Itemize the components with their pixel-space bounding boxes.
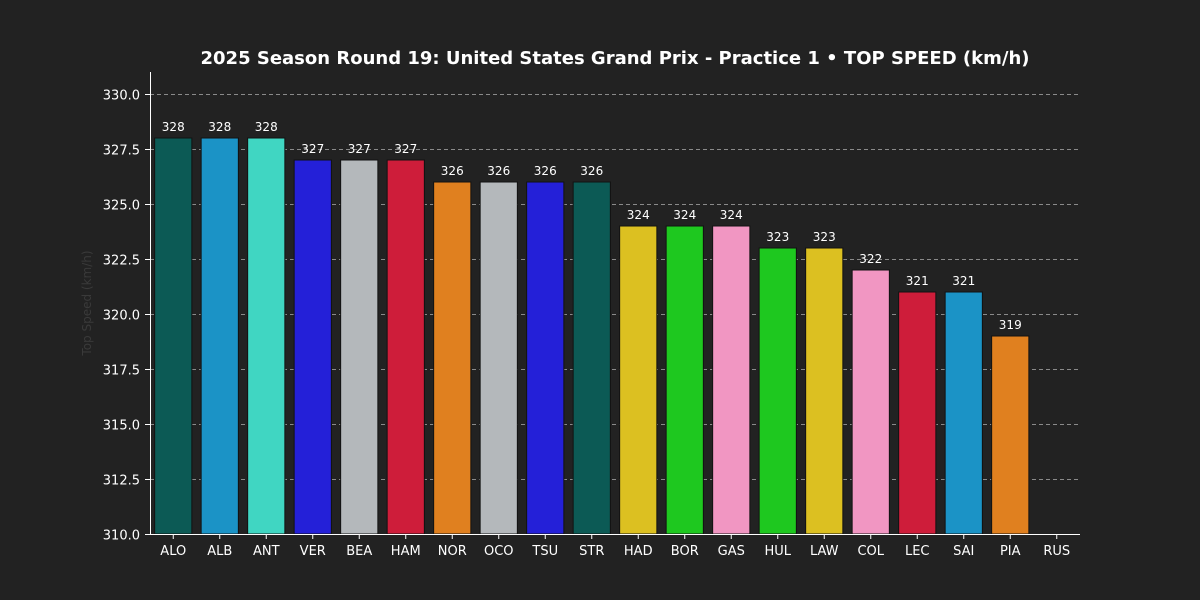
x-tick-label-str: STR xyxy=(579,544,604,559)
y-tick-label: 327.5 xyxy=(103,144,140,159)
bar-ham xyxy=(386,159,425,535)
bar-lec xyxy=(898,291,937,535)
x-tick-label-hul: HUL xyxy=(764,544,791,559)
data-label-alo: 328 xyxy=(162,120,185,134)
x-tick-label-tsu: TSU xyxy=(531,544,558,559)
x-tick-label-alo: ALO xyxy=(160,544,186,559)
bar-bea xyxy=(340,159,379,535)
bar-bor xyxy=(665,225,704,535)
x-tick-label-alb: ALB xyxy=(207,544,232,559)
x-tick-label-oco: OCO xyxy=(484,544,514,559)
bar-pia xyxy=(991,335,1030,535)
data-label-sai: 321 xyxy=(952,274,975,288)
y-tick-labels: 310.0 312.5 315.0 317.5 320.0 322.5 325.0 327.5… xyxy=(103,89,150,544)
data-label-oco: 326 xyxy=(487,164,510,178)
data-label-lec: 321 xyxy=(906,274,929,288)
y-tick-label: 312.5 xyxy=(103,474,140,489)
data-label-bor: 324 xyxy=(673,208,696,222)
data-label-nor: 326 xyxy=(441,164,464,178)
x-tick-label-sai: SAI xyxy=(953,544,974,559)
x-tick-label-had: HAD xyxy=(624,544,653,559)
y-tick-label: 315.0 xyxy=(103,419,140,434)
y-axis-label: Top Speed (km/h) xyxy=(80,250,94,356)
data-label-ver: 327 xyxy=(301,142,324,156)
x-tick-label-bea: BEA xyxy=(346,544,372,559)
bar-ant xyxy=(247,137,286,535)
bar-str xyxy=(572,181,611,535)
y-tick-label: 330.0 xyxy=(103,89,140,104)
data-label-bea: 327 xyxy=(348,142,371,156)
bar-law xyxy=(805,247,844,535)
x-tick-label-ant: ANT xyxy=(253,544,280,559)
bar-oco xyxy=(479,181,518,535)
x-tick-label-gas: GAS xyxy=(718,544,745,559)
bar-hul xyxy=(758,247,797,535)
data-label-gas: 324 xyxy=(720,208,743,222)
y-tick-label: 322.5 xyxy=(103,254,140,269)
data-labels: 328 328 328 327 327 327 326 326 326 326 324 324 324 3… xyxy=(162,120,1022,332)
chart-title: 2025 Season Round 19: United States Gran… xyxy=(201,48,1030,69)
y-tick-label: 325.0 xyxy=(103,199,140,214)
x-tick-label-lec: LEC xyxy=(905,544,930,559)
x-tick-label-ham: HAM xyxy=(391,544,421,559)
data-label-ant: 328 xyxy=(255,120,278,134)
x-tick-label-col: COL xyxy=(857,544,884,559)
y-tick-label: 310.0 xyxy=(103,529,140,544)
data-label-hul: 323 xyxy=(766,230,789,244)
bar-tsu xyxy=(526,181,565,535)
bar-gas xyxy=(712,225,751,535)
data-label-col: 322 xyxy=(859,252,882,266)
bar-alb xyxy=(200,137,239,535)
data-label-str: 326 xyxy=(580,164,603,178)
data-label-law: 323 xyxy=(813,230,836,244)
data-label-had: 324 xyxy=(627,208,650,222)
bar-ver xyxy=(293,159,332,535)
y-tick-label: 317.5 xyxy=(103,364,140,379)
bar-alo xyxy=(154,137,193,535)
x-tick-label-ver: VER xyxy=(300,544,326,559)
x-tick-labels: ALO ALB ANT VER BEA HAM NOR OCO TSU STR HAD BOR GAS H… xyxy=(160,534,1070,559)
y-tick-label: 320.0 xyxy=(103,309,140,324)
data-label-ham: 327 xyxy=(394,142,417,156)
bar-col xyxy=(851,269,890,535)
bars xyxy=(154,137,1030,535)
x-tick-label-bor: BOR xyxy=(671,544,699,559)
x-tick-label-nor: NOR xyxy=(438,544,467,559)
bar-nor xyxy=(433,181,472,535)
data-label-tsu: 326 xyxy=(534,164,557,178)
bar-sai xyxy=(944,291,983,535)
x-tick-label-rus: RUS xyxy=(1043,544,1070,559)
data-label-pia: 319 xyxy=(999,318,1022,332)
x-tick-label-pia: PIA xyxy=(1000,544,1021,559)
data-label-alb: 328 xyxy=(208,120,231,134)
x-tick-label-law: LAW xyxy=(810,544,839,559)
bar-had xyxy=(619,225,658,535)
